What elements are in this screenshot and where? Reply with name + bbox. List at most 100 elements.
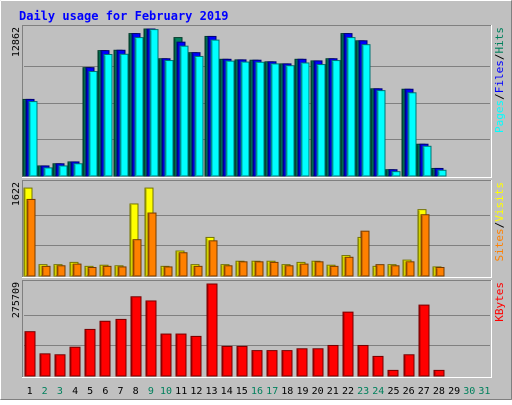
bar-pages-day-4 (73, 163, 83, 177)
bar-pages-day-28 (437, 169, 447, 177)
bar-sites-day-2 (41, 265, 51, 277)
bar-sites-day-11 (178, 252, 188, 277)
axis-legend-label: Sites/Visits (493, 182, 506, 262)
day-label-7: 7 (117, 386, 123, 397)
bar-kbytes-day-16 (251, 350, 263, 377)
bar-sites-day-7 (117, 266, 127, 277)
bar-kbytes-day-12 (190, 335, 202, 377)
chart-title: Daily usage for February 2019 (19, 9, 229, 23)
legend-separator: / (493, 54, 506, 61)
day-label-17: 17 (266, 386, 278, 397)
bar-kbytes-day-19 (296, 348, 308, 377)
legend-files: Files (493, 60, 506, 93)
bar-pages-day-9 (149, 29, 159, 177)
bar-kbytes-day-27 (418, 304, 430, 377)
bar-kbytes-day-1 (24, 331, 36, 377)
bar-sites-day-5 (87, 266, 97, 277)
bar-kbytes-day-3 (54, 354, 66, 377)
y-max-label: 275709 (11, 282, 22, 318)
day-label-20: 20 (312, 386, 324, 397)
axis-legend-label: Pages/Files/Hits (493, 27, 506, 133)
bar-pages-day-26 (407, 92, 417, 177)
bar-sites-day-23 (360, 230, 370, 277)
bar-pages-day-13 (210, 39, 220, 177)
bar-pages-day-7 (119, 53, 129, 177)
bar-sites-day-26 (405, 261, 415, 277)
axis-legend-label: KBytes (493, 282, 506, 322)
bar-sites-day-3 (56, 265, 66, 277)
legend-separator: / (493, 93, 506, 100)
bar-pages-day-5 (88, 71, 98, 177)
bar-kbytes-day-5 (84, 328, 96, 377)
bar-sites-day-16 (254, 261, 264, 277)
day-label-27: 27 (418, 386, 430, 397)
bar-sites-day-12 (193, 265, 203, 277)
bar-pages-day-20 (316, 64, 326, 177)
day-label-29: 29 (448, 386, 460, 397)
bar-pages-day-11 (179, 45, 189, 177)
bar-sites-day-21 (329, 265, 339, 277)
day-label-4: 4 (72, 386, 78, 397)
legend-pages: Pages (493, 100, 506, 133)
bar-sites-day-24 (375, 264, 385, 277)
bar-sites-day-17 (269, 261, 279, 277)
day-label-16: 16 (251, 386, 263, 397)
bar-kbytes-day-15 (236, 345, 248, 377)
bar-pages-day-17 (270, 63, 280, 177)
bar-kbytes-day-25 (387, 369, 399, 377)
day-label-2: 2 (42, 386, 48, 397)
bar-sites-day-15 (238, 261, 248, 277)
bar-pages-day-3 (58, 165, 68, 177)
bar-kbytes-day-26 (403, 354, 415, 377)
bar-kbytes-day-4 (69, 346, 81, 377)
y-max-label: 12862 (11, 27, 22, 57)
day-label-28: 28 (433, 386, 445, 397)
bar-pages-day-22 (346, 37, 356, 177)
bar-pages-day-1 (28, 101, 38, 177)
bar-sites-day-8 (132, 239, 142, 277)
bar-pages-day-21 (331, 60, 341, 177)
bar-pages-day-6 (103, 54, 113, 177)
bar-sites-day-1 (26, 198, 36, 277)
bar-pages-day-12 (194, 55, 204, 177)
bar-sites-day-25 (390, 265, 400, 277)
legend-hits: Hits (493, 27, 506, 54)
bar-kbytes-day-8 (130, 296, 142, 377)
bar-sites-day-19 (299, 263, 309, 277)
bar-pages-day-27 (422, 145, 432, 177)
day-label-19: 19 (296, 386, 308, 397)
bar-pages-day-10 (164, 60, 174, 177)
day-label-3: 3 (57, 386, 63, 397)
visits-sites-panel: 1622 Sites/Visits (11, 180, 506, 278)
bar-sites-day-4 (72, 263, 82, 277)
bar-kbytes-day-18 (281, 350, 293, 377)
bar-kbytes-day-6 (99, 320, 111, 377)
legend-separator: / (493, 222, 506, 229)
y-max-label: 1622 (11, 182, 22, 206)
legend-visits: Visits (493, 182, 506, 222)
day-label-26: 26 (403, 386, 415, 397)
bar-sites-day-13 (208, 240, 218, 277)
day-label-14: 14 (221, 386, 233, 397)
bar-kbytes-day-23 (357, 344, 369, 377)
bar-sites-day-9 (147, 212, 157, 277)
day-label-24: 24 (372, 386, 384, 397)
day-label-21: 21 (327, 386, 339, 397)
day-label-23: 23 (357, 386, 369, 397)
bar-pages-day-25 (391, 171, 401, 177)
day-label-13: 13 (205, 386, 217, 397)
bar-sites-day-22 (344, 256, 354, 277)
day-label-25: 25 (387, 386, 399, 397)
day-label-11: 11 (175, 386, 187, 397)
bar-kbytes-day-21 (327, 344, 339, 377)
bar-sites-day-6 (102, 265, 112, 277)
bar-sites-day-28 (435, 266, 445, 277)
bar-pages-day-16 (255, 61, 265, 177)
bar-sites-day-18 (284, 265, 294, 277)
legend-kbytes: KBytes (493, 282, 506, 322)
bar-pages-day-19 (300, 62, 310, 177)
day-label-6: 6 (102, 386, 108, 397)
bar-sites-day-27 (420, 214, 430, 277)
